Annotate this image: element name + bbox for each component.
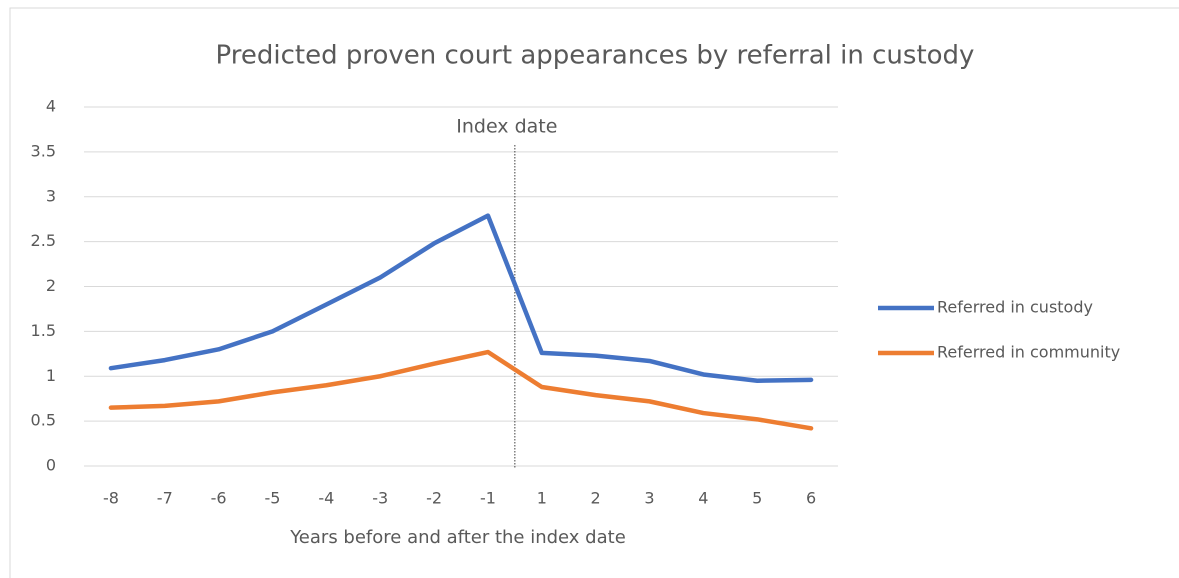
x-tick-label: 1 — [537, 489, 547, 508]
x-tick-label: 6 — [806, 489, 816, 508]
x-axis-label: Years before and after the index date — [289, 527, 626, 548]
y-tick-label: 2 — [46, 276, 56, 295]
chart-border — [9, 7, 1179, 578]
y-tick-label: 0.5 — [31, 411, 56, 430]
legend-label: Referred in custody — [937, 298, 1093, 317]
y-tick-label: 4 — [46, 97, 56, 116]
y-tick-label: 1.5 — [31, 321, 56, 340]
x-tick-label: 2 — [591, 489, 601, 508]
x-tick-label: -1 — [480, 489, 496, 508]
y-tick-label: 1 — [46, 366, 56, 385]
x-tick-label: -6 — [211, 489, 227, 508]
x-tick-label: 3 — [644, 489, 654, 508]
x-tick-label: -4 — [318, 489, 334, 508]
series-line — [108, 213, 814, 383]
y-tick-label: 2.5 — [31, 231, 56, 250]
x-tick-label: 5 — [752, 489, 762, 508]
series-line — [108, 349, 814, 431]
x-tick-label: -7 — [157, 489, 173, 508]
y-tick-label: 0 — [46, 456, 56, 475]
x-tick-label: -3 — [372, 489, 388, 508]
x-tick-label: 4 — [698, 489, 708, 508]
annotation: Index date — [456, 116, 557, 138]
x-tick-label: -8 — [103, 489, 119, 508]
x-tick-label: -5 — [265, 489, 281, 508]
chart-title: Predicted proven court appearances by re… — [216, 41, 975, 71]
y-tick-label: 3 — [46, 186, 56, 205]
legend-label: Referred in community — [937, 343, 1120, 362]
x-tick-label: -2 — [426, 489, 442, 508]
y-tick-label: 3.5 — [31, 141, 56, 160]
